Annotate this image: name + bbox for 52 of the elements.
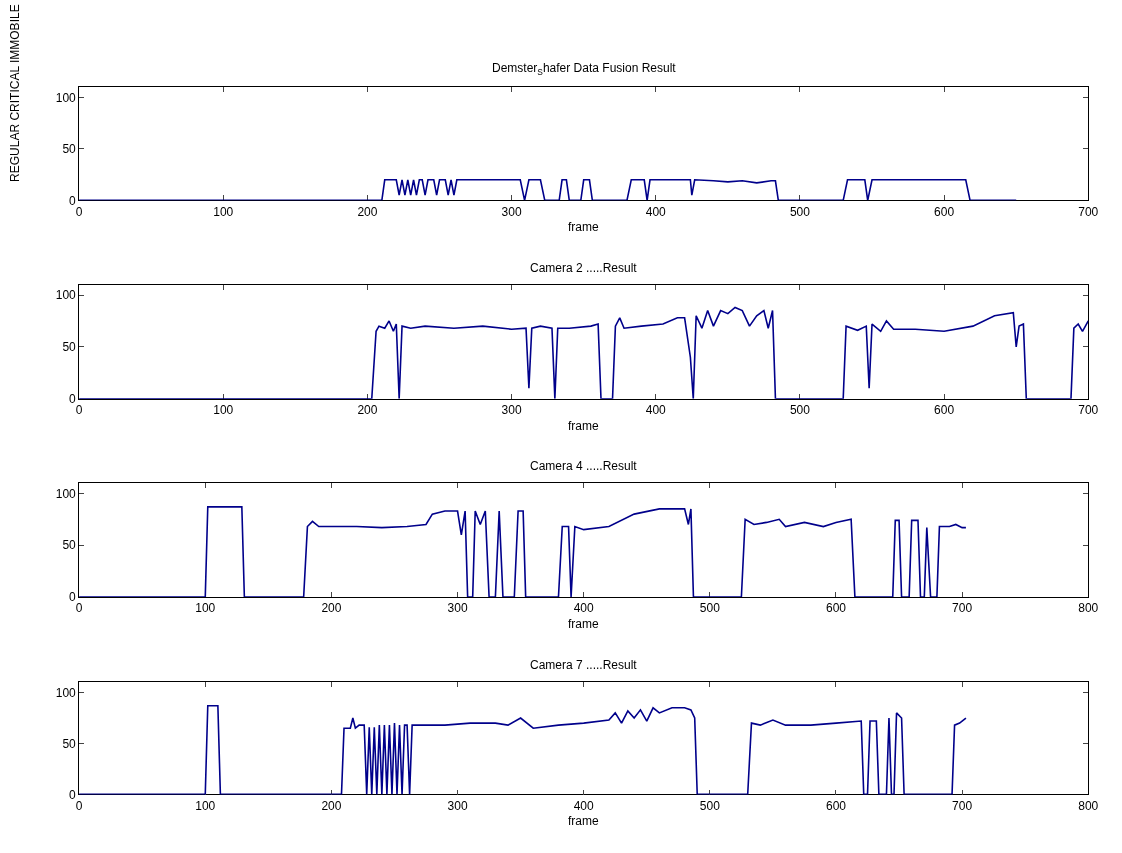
x-tick-label: 100 xyxy=(213,204,234,219)
x-tick-label: 800 xyxy=(1078,601,1099,616)
x-tick-label: 300 xyxy=(501,403,522,417)
x-tick-label: 300 xyxy=(447,601,468,616)
x-tick-label: 300 xyxy=(501,204,522,219)
x-tick-label: 500 xyxy=(789,403,811,417)
x-tick-label: 600 xyxy=(825,798,847,813)
x-tick-label: 400 xyxy=(645,403,667,417)
chart-title: Camera 4 .....Result xyxy=(530,459,638,473)
y-tick-label: 100 xyxy=(55,288,77,303)
x-tick-label: 700 xyxy=(952,601,973,616)
x-axis-title: frame xyxy=(568,419,599,433)
chart-title: Camera 2 .....Result xyxy=(530,261,638,275)
x-tick-label: 400 xyxy=(573,601,595,616)
x-tick-label: 200 xyxy=(357,204,378,219)
x-tick-label: 600 xyxy=(934,403,955,417)
x-tick-label: 500 xyxy=(699,798,721,813)
y-tick-label: 0 xyxy=(69,787,77,802)
x-tick-label: 600 xyxy=(825,601,847,616)
x-tick-label: 100 xyxy=(195,798,216,813)
x-tick-label: 800 xyxy=(1078,798,1099,813)
y-tick-label: 0 xyxy=(69,193,77,208)
x-tick-label: 200 xyxy=(321,798,342,813)
x-tick-label: 100 xyxy=(213,403,234,417)
x-tick-label: 300 xyxy=(447,798,468,813)
y-tick-label: 50 xyxy=(62,736,77,751)
x-axis-title: frame xyxy=(568,617,599,631)
x-tick-label: 500 xyxy=(789,204,811,219)
y-axis-title: REGULAR CRITICAL IMMOBILE xyxy=(7,4,22,182)
x-tick-label: 700 xyxy=(952,798,973,813)
x-tick-label: 500 xyxy=(699,601,721,616)
x-tick-label: 700 xyxy=(1078,403,1099,417)
x-axis-title: frame xyxy=(568,220,599,234)
line-series xyxy=(79,506,967,598)
x-axis-title: frame xyxy=(568,814,599,828)
x-tick-label: 100 xyxy=(195,601,216,616)
y-tick-label: 100 xyxy=(55,486,77,501)
x-tick-label: 600 xyxy=(934,204,955,219)
x-tick-label: 400 xyxy=(645,204,667,219)
chart-title: Demster$_{S}$hafer Data Fusion Result xyxy=(492,61,677,77)
y-tick-label: 50 xyxy=(62,340,77,355)
y-tick-label: 100 xyxy=(55,90,77,105)
y-tick-label: 0 xyxy=(69,391,77,406)
x-tick-label: 400 xyxy=(573,798,595,813)
y-tick-label: 50 xyxy=(62,142,77,157)
y-tick-label: 0 xyxy=(69,590,77,605)
y-tick-label: 50 xyxy=(62,538,77,553)
x-tick-label: 200 xyxy=(321,601,342,616)
chart-title: Camera 7 .....Result xyxy=(530,658,638,672)
x-tick-label: 700 xyxy=(1078,204,1099,219)
y-tick-label: 100 xyxy=(55,685,77,700)
x-tick-label: 200 xyxy=(357,403,378,417)
